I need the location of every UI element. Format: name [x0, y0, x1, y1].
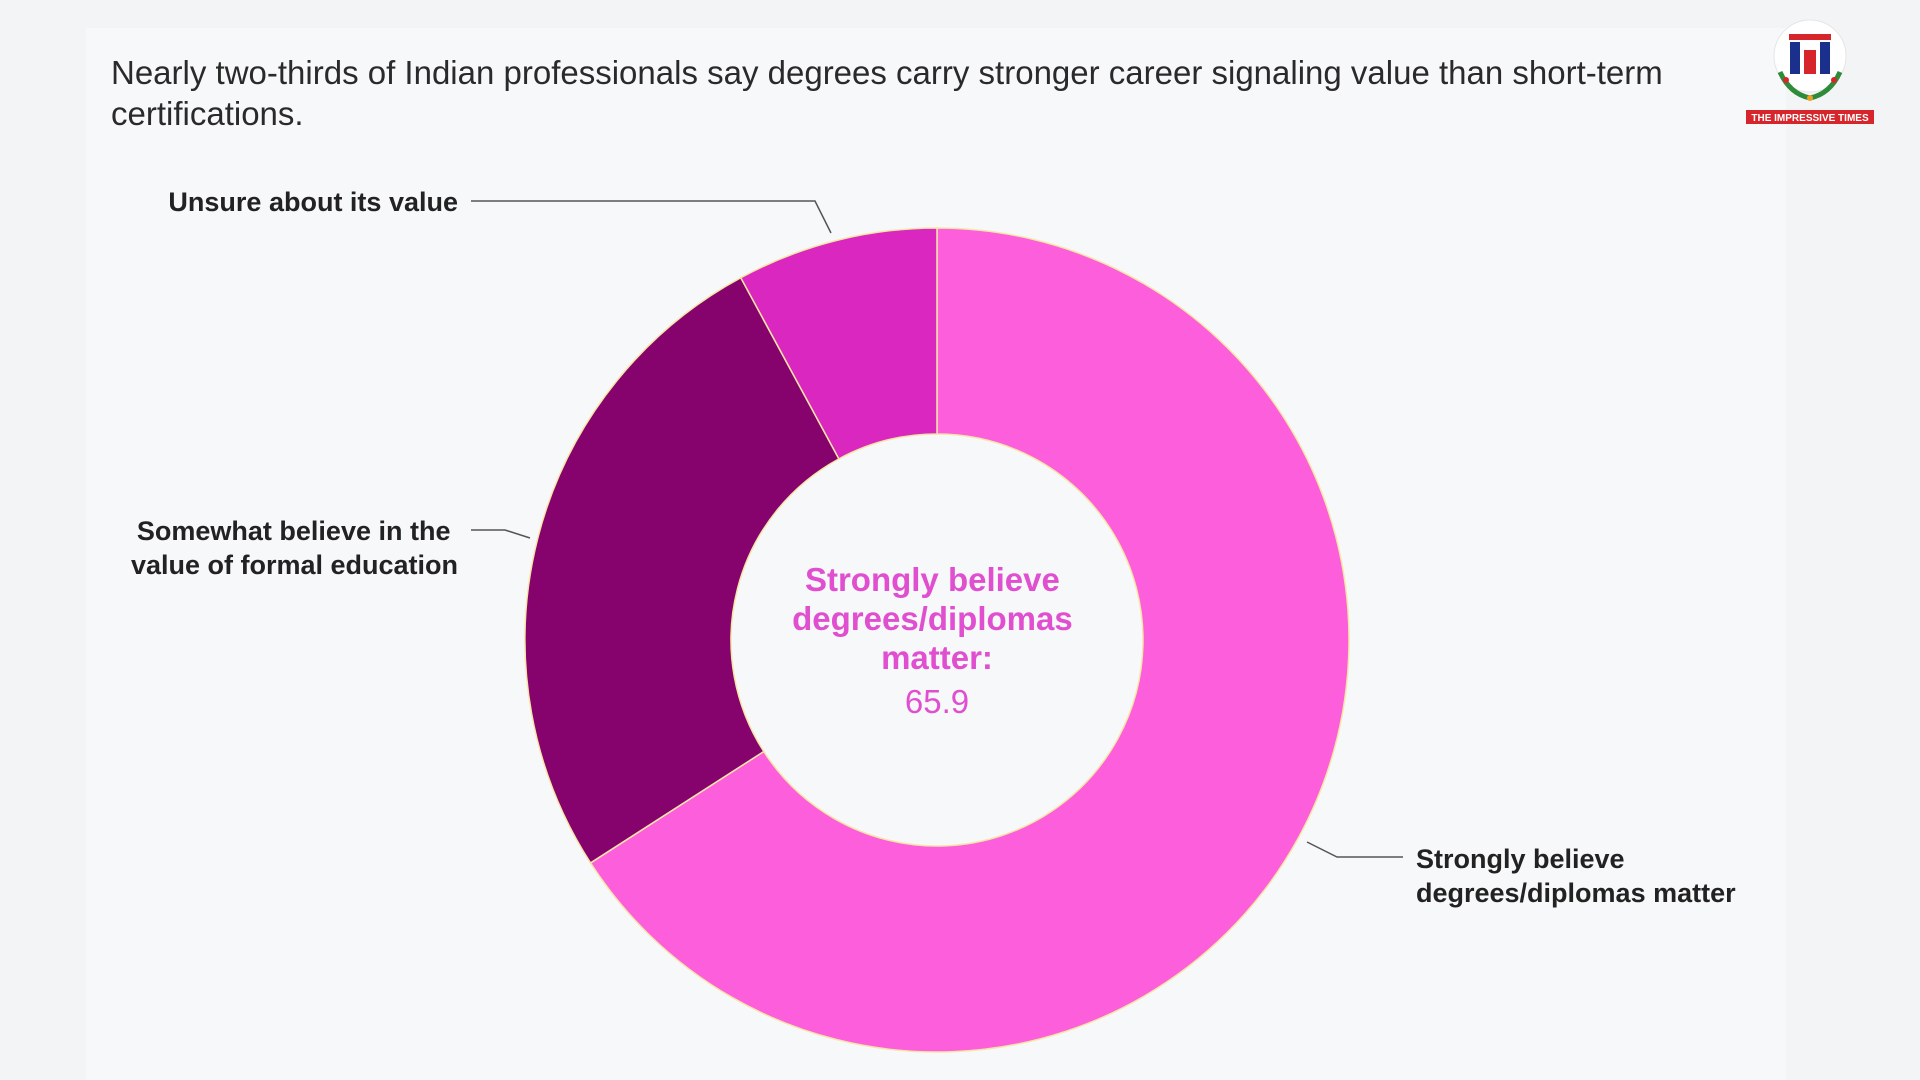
- center-value: 65.9: [905, 683, 969, 720]
- logo-text: THE IMPRESSIVE TIMES: [1751, 113, 1869, 124]
- donut-slices: [524, 227, 1350, 1053]
- donut-slice-1: [524, 276, 840, 864]
- leader-line-unsure: [471, 200, 832, 234]
- publication-logo: THE IMPRESSIVE TIMES: [1744, 14, 1876, 126]
- slice-label-unsure: Unsure about its value: [168, 187, 458, 217]
- leader-line-somewhat: [471, 529, 531, 539]
- slice-label-strongly: Strongly believe degrees/diplomas matter: [1416, 844, 1736, 908]
- donut-slice-2: [739, 227, 938, 460]
- chart-subtitle: Nearly two-thirds of Indian professional…: [111, 54, 1663, 132]
- slice-label-somewhat: Somewhat believe in the value of formal …: [131, 516, 458, 580]
- center-label: Strongly believe degrees/diplomas matter…: [792, 561, 1082, 676]
- donut-slice-0: [589, 227, 1350, 1053]
- label-leaders: [471, 200, 1403, 858]
- leader-line-strongly: [1306, 841, 1403, 858]
